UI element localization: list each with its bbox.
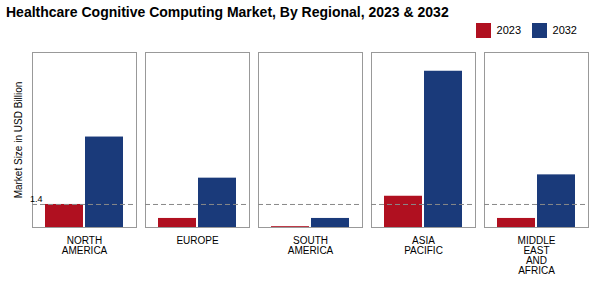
html-text:2032: 2032 (552, 24, 577, 37)
svg-text:1.4: 1.4 (30, 194, 43, 204)
svg-text:ASIAPACIFIC: ASIAPACIFIC (404, 235, 443, 256)
html-text:Healthcare Cognitive Computing: Healthcare Cognitive Computing Market, B… (6, 4, 449, 20)
svg-text:SOUTHAMERICA: SOUTHAMERICA (288, 235, 334, 256)
svg-text:MIDDLEEASTANDAFRICA: MIDDLEEASTANDAFRICA (518, 235, 556, 276)
html-text:2023: 2023 (496, 24, 521, 37)
svg-text:Market Size in USD Billion: Market Size in USD Billion (13, 82, 24, 199)
svg-text:NORTHAMERICA: NORTHAMERICA (62, 235, 108, 256)
svg-text:EUROPE: EUROPE (176, 235, 219, 246)
